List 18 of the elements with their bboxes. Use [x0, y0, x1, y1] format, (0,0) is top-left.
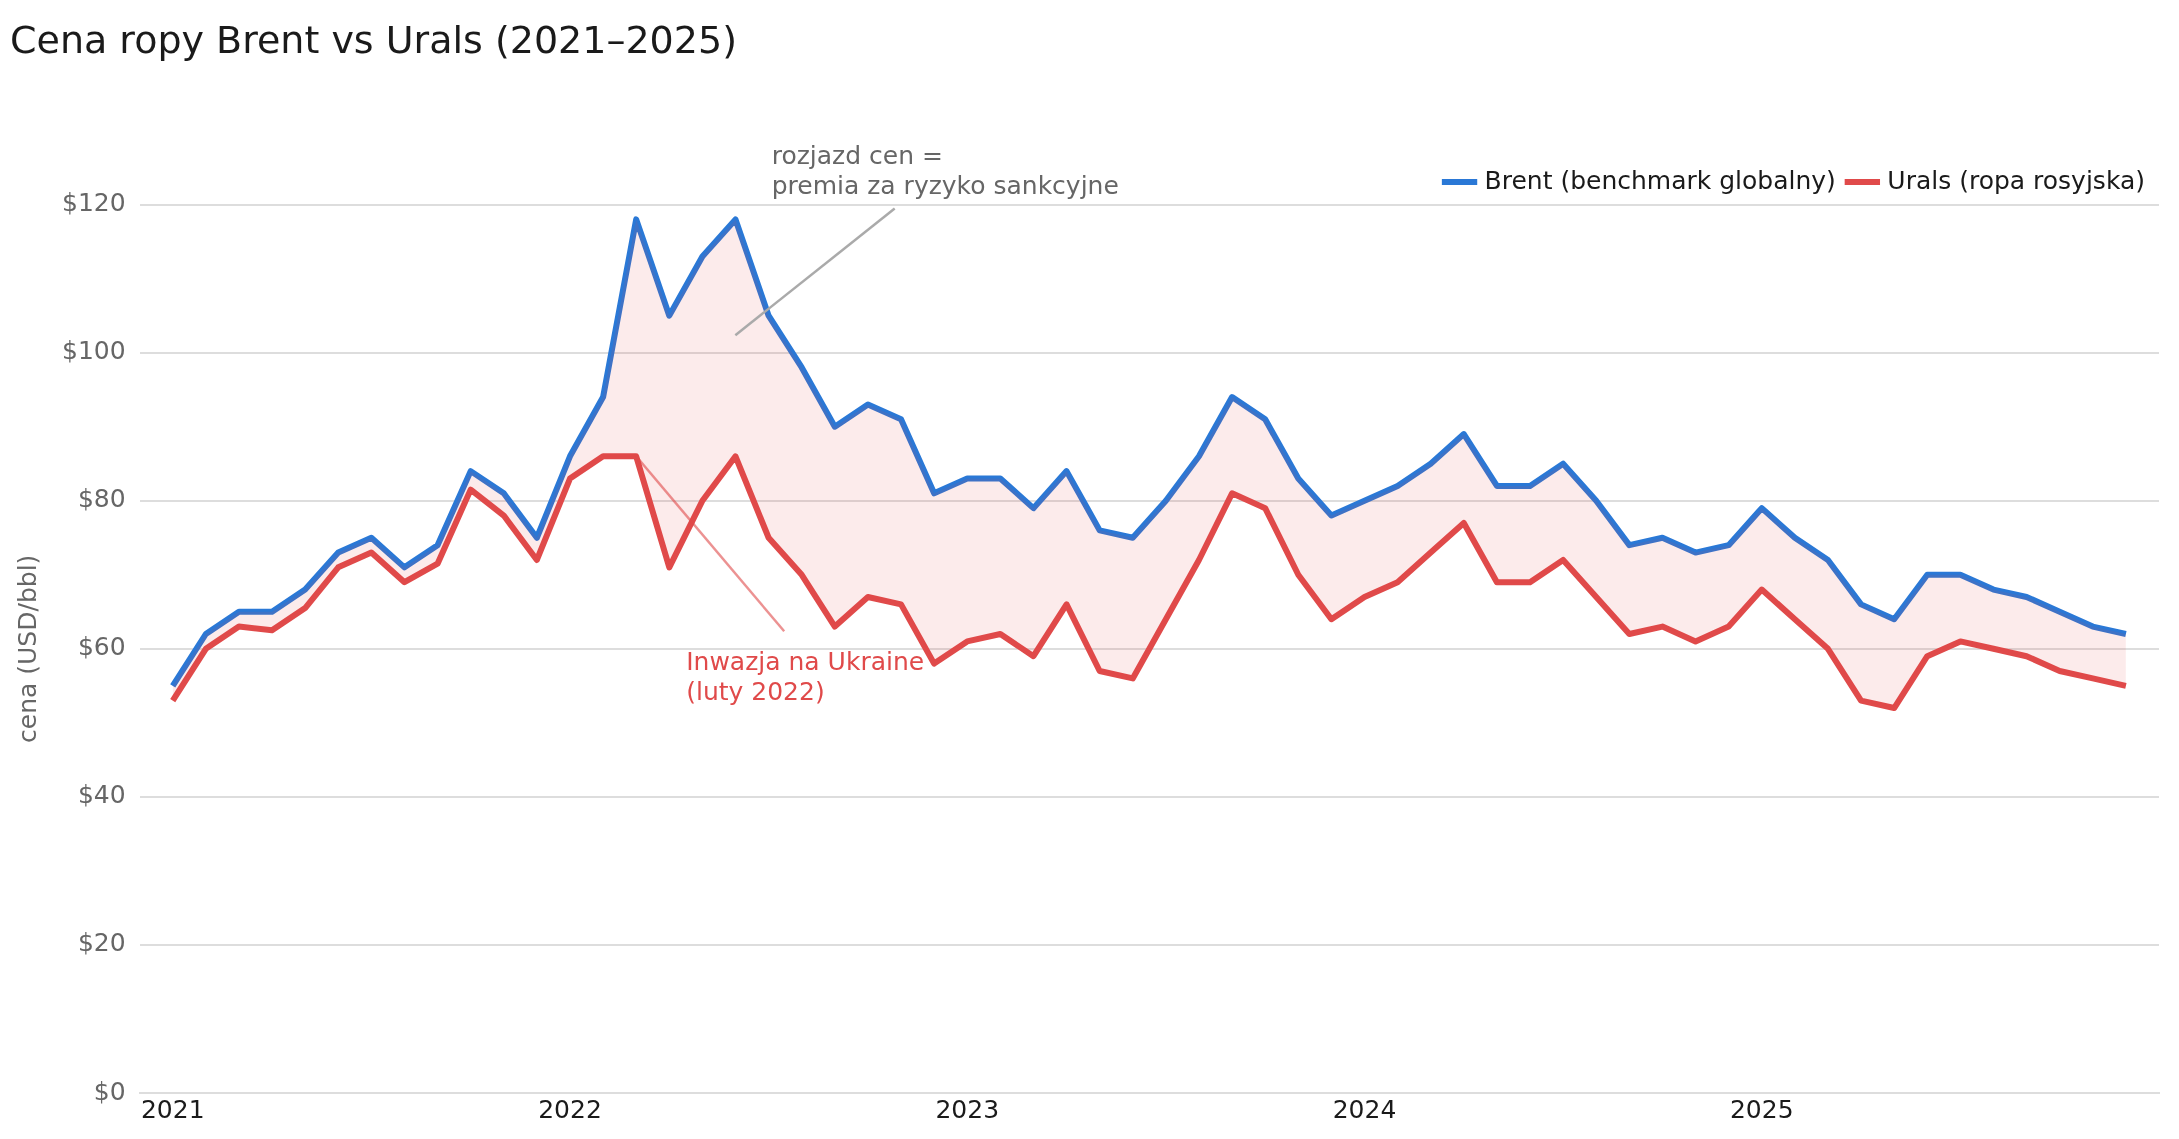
y-axis-title: cena (USD/bbl): [12, 554, 42, 743]
x-tick-label: 2024: [1332, 1094, 1397, 1124]
y-tick-label: $20: [77, 928, 126, 958]
y-tick-label: $120: [62, 188, 126, 218]
y-tick-label: $100: [62, 336, 126, 366]
legend-label: Urals (ropa rosyjska): [1887, 165, 2145, 195]
x-tick-label: 2025: [1729, 1094, 1794, 1124]
text: rozjazd cen = premia za ryzyko sankcyjne: [771, 140, 1119, 200]
legend-label: Brent (benchmark globalny): [1484, 165, 1836, 195]
chart-title: Cena ropy Brent vs Urals (2021–2025): [10, 17, 737, 62]
y-tick-label: $80: [77, 484, 126, 514]
y-tick-label: $0: [93, 1076, 126, 1106]
x-tick-label: 2021: [140, 1094, 205, 1124]
y-tick-label: $60: [77, 632, 126, 662]
y-tick-label: $40: [77, 780, 126, 810]
annotation: Inwazja na Ukraine (luty 2022): [686, 647, 925, 707]
x-tick-label: 2022: [538, 1094, 602, 1124]
x-tick-label: 2023: [935, 1094, 1000, 1124]
